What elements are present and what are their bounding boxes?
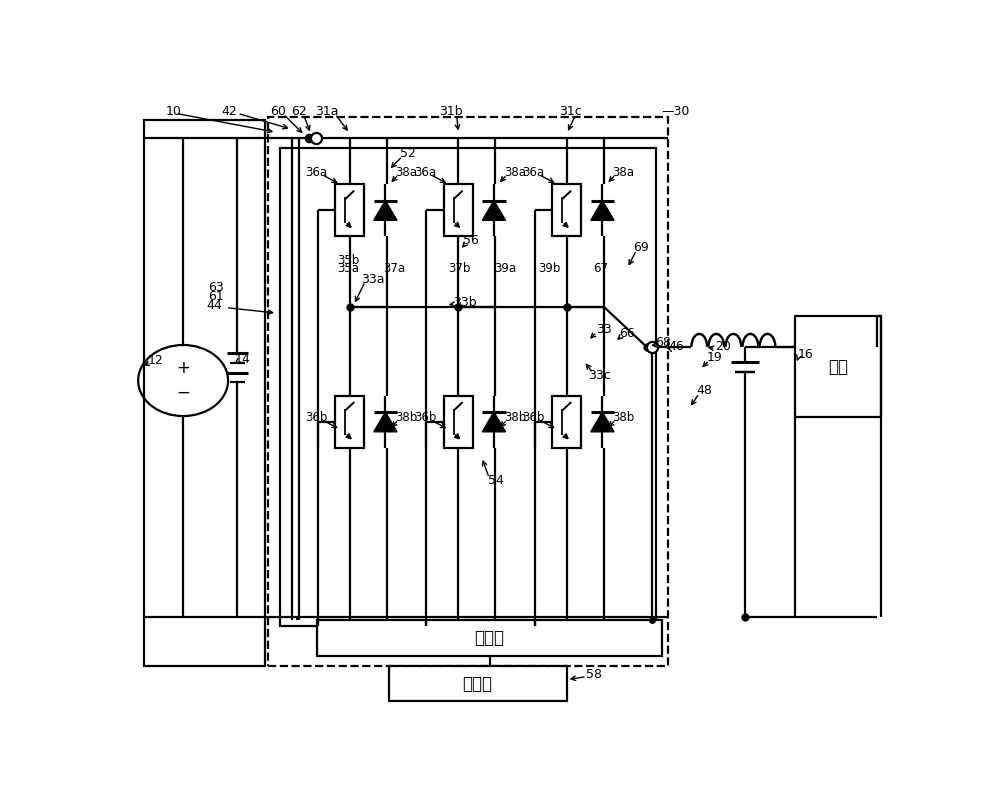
Text: 44: 44 [206,298,222,312]
Text: 12: 12 [148,353,164,367]
Text: 36a: 36a [305,166,327,178]
Text: 14: 14 [235,353,251,365]
Text: 67: 67 [593,262,608,275]
Bar [335,396,364,448]
Polygon shape [374,201,397,220]
Text: 66: 66 [619,327,635,340]
Text: 31b: 31b [439,105,462,118]
Text: 35b: 35b [337,254,359,267]
Text: 37b: 37b [449,262,471,275]
Polygon shape [482,412,506,431]
Text: 19: 19 [707,351,723,365]
Text: −: − [176,384,190,402]
Text: 10: 10 [165,105,181,118]
Bar [144,120,264,665]
Text: 48: 48 [697,384,713,397]
Bar [552,396,581,448]
Text: 62: 62 [291,105,306,118]
Polygon shape [591,412,614,431]
Text: 38a: 38a [612,166,634,178]
Bar [552,185,581,236]
Text: 52: 52 [400,147,416,160]
Text: 31a: 31a [316,105,339,118]
Bar [388,666,567,701]
Text: 36b: 36b [522,411,545,423]
Bar [268,117,668,665]
Text: 31c: 31c [559,105,582,118]
Text: 63: 63 [209,282,224,295]
Text: 16: 16 [798,348,813,361]
Bar [317,619,662,657]
Text: 46: 46 [668,341,684,353]
Text: 38b: 38b [504,411,526,423]
Polygon shape [374,412,397,431]
Text: 存储器: 存储器 [463,675,493,693]
Text: 69: 69 [633,241,649,254]
Text: 37a: 37a [384,262,406,275]
Text: 68: 68 [655,336,671,349]
Bar [444,396,473,448]
Text: 33c: 33c [588,369,611,382]
Text: 33a: 33a [361,273,385,286]
Text: 处理器: 处理器 [475,629,505,647]
Text: 60: 60 [271,105,286,118]
Text: 36b: 36b [414,411,436,423]
Text: 54: 54 [488,474,503,487]
Bar [280,147,656,626]
Text: 负载: 负载 [828,357,848,376]
Text: 56: 56 [463,234,479,248]
Text: 38a: 38a [504,166,526,178]
Text: 33: 33 [596,323,612,336]
Text: 33b: 33b [453,295,476,309]
Text: 42: 42 [222,105,238,118]
Text: 38a: 38a [395,166,417,178]
Text: 39b: 39b [539,262,561,275]
Text: 35a: 35a [337,262,359,275]
Bar [444,185,473,236]
Polygon shape [482,201,506,220]
Text: 36a: 36a [522,166,544,178]
Bar [795,316,881,417]
Text: —30: —30 [661,105,690,118]
Text: 20: 20 [715,341,731,353]
Text: 38b: 38b [395,411,417,423]
Polygon shape [591,201,614,220]
Text: 61: 61 [209,290,224,303]
Text: 36a: 36a [414,166,436,178]
Text: 38b: 38b [612,411,634,423]
Text: 36b: 36b [305,411,328,423]
Text: 39a: 39a [494,262,516,275]
Text: +: + [176,359,190,377]
Text: 58: 58 [586,668,602,681]
Bar [335,185,364,236]
